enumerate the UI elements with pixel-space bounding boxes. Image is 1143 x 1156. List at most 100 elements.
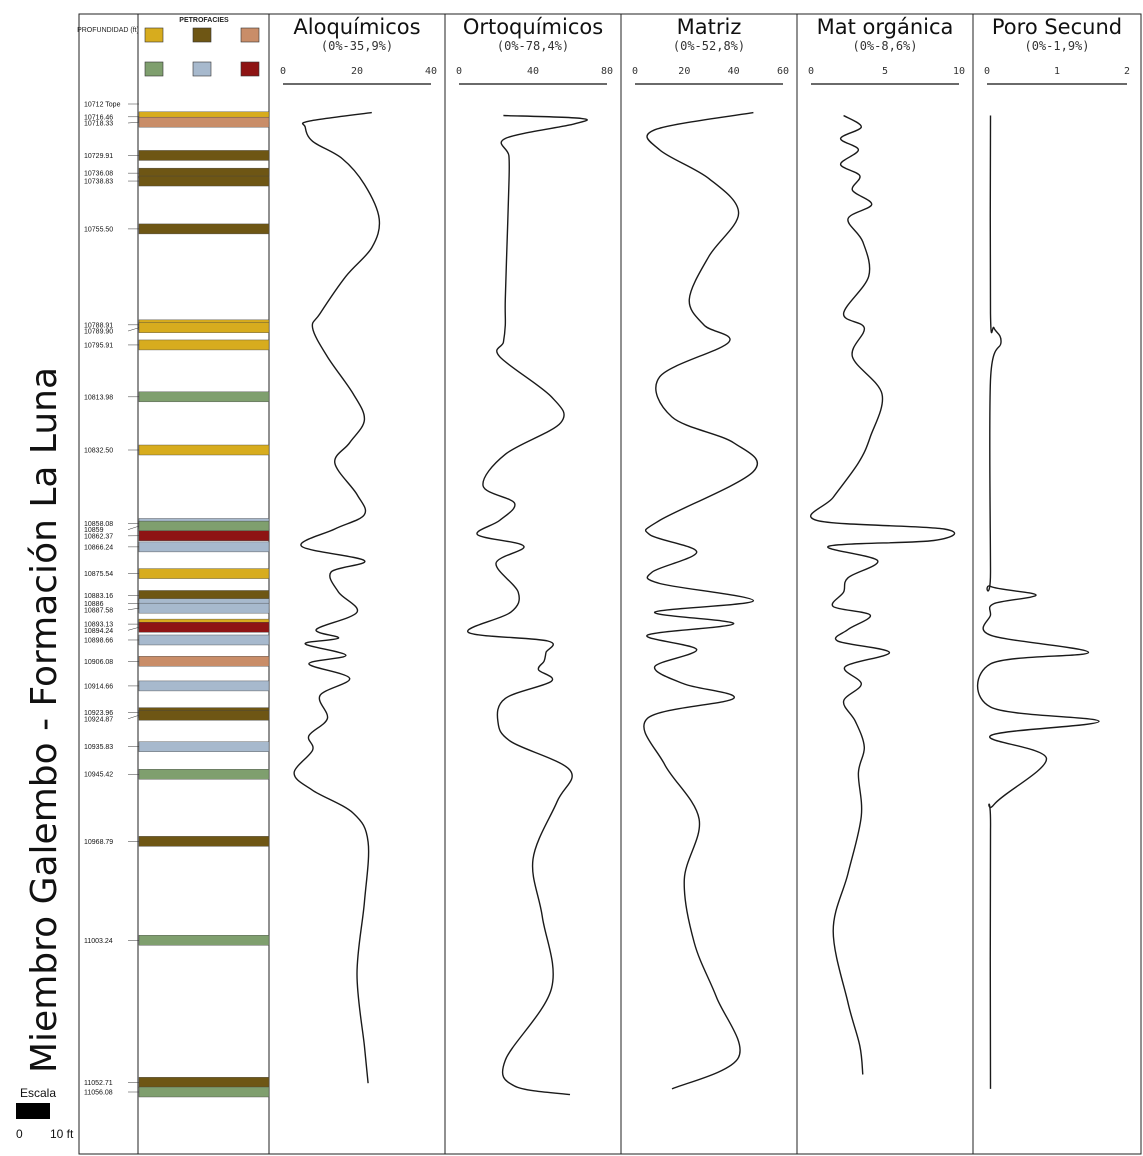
depth-label: 11056.08 [84,1090,113,1097]
scale-bar [16,1103,50,1119]
panel-3: Matriz(0%-52,8%) 0 20 40 60 [632,15,789,1090]
depth-label: 10755.50 [84,226,113,233]
lithology-band-marron [138,175,270,187]
legend-swatch-rojo [240,61,260,77]
lithology-band-marron [138,223,270,235]
series-line [976,115,1100,1089]
x-tick-label: 5 [882,66,888,77]
lithology-band-rosa [138,656,270,667]
scale-min: 0 [16,1127,23,1141]
depth-label: 11052.71 [84,1080,113,1087]
x-tick-label: 80 [601,66,613,77]
x-tick-label: 0 [280,66,286,77]
depth-label: 10945.42 [84,772,113,779]
depth-tick [127,121,140,124]
x-tick-label: 60 [777,66,789,77]
depth-label: 10968.79 [84,839,113,846]
depth-tick [127,627,140,631]
panel-range: (0%-35,9%) [321,39,393,53]
depth-tick [127,525,140,530]
depth-tick [127,607,140,611]
depth-label: 10906.08 [84,659,113,666]
lithology-band-marron [138,1077,270,1088]
legend-swatch-azul [192,61,212,77]
x-tick-label: 0 [808,66,814,77]
lithology-band-rosa [138,116,270,128]
x-tick-label: 0 [632,66,638,77]
depth-label: 10716.46 [84,114,113,121]
panel-range: (0%-1,9%) [1024,39,1089,53]
x-tick-label: 0 [984,66,990,77]
depth-label: 10887.58 [84,607,113,614]
lithology-band-marron [138,836,270,847]
depth-label: 10883.16 [84,593,113,600]
depth-label: 10859 [84,527,104,534]
lithology-band-marron [138,710,270,721]
depth-label: 10923.96 [84,710,113,717]
depth-label: 10729.91 [84,153,113,160]
panel-1: Aloquímicos(0%-35,9%) 0 20 40 [280,15,437,1084]
x-tick-label: 1 [1054,66,1060,77]
lithology-legend [144,27,260,77]
depth-label: 10738.83 [84,179,113,186]
depth-label: 10788.91 [84,322,113,329]
depth-label: 10924.87 [84,716,113,723]
panel-title: Ortoquímicos [463,15,603,39]
lithology-band-azul [138,741,270,752]
depth-label: 10893.13 [84,622,113,629]
panel-title: Matriz [677,15,742,39]
lithology-band-verde [138,935,270,946]
lithology-band-azul [138,634,270,646]
panel-title: Mat orgánica [817,15,954,39]
legend-swatch-verde [144,61,164,77]
lithology-band-azul [138,602,270,614]
lithology-band-ocre [138,339,270,351]
lithology-band-ocre [138,568,270,579]
panel-5: Poro Secund(0%-1,9%) 0 1 2 [976,15,1130,1089]
x-tick-label: 40 [425,66,437,77]
lithology-band-verde [138,391,270,403]
panel-title: Poro Secund [992,15,1122,39]
panel-dividers [444,14,974,1154]
depth-label: 10718.33 [84,121,113,128]
x-tick-label: 10 [953,66,965,77]
lithology-band-rojo [138,622,270,633]
panel-range: (0%-78,4%) [497,39,569,53]
depth-label: 10898.66 [84,637,113,644]
depth-label: 10795.91 [84,342,113,349]
panel-2: Ortoquímicos(0%-78,4%) 0 40 80 [456,15,613,1096]
panel-range: (0%-8,6%) [852,39,917,53]
series-line [809,114,956,1075]
lithology-band-rojo [138,530,270,541]
depth-label: 10886 [84,601,104,608]
series-line [467,114,588,1096]
x-tick-label: 40 [728,66,740,77]
depth-tick [127,715,140,720]
x-tick-label: 2 [1124,66,1130,77]
lithology-band-verde [138,1086,270,1098]
depth-label: 10935.83 [84,744,113,751]
lithology-header: PETROFACIES [179,17,229,24]
depth-label: 10813.98 [84,394,113,401]
depth-label: 10736.08 [84,171,113,178]
scale-label: Escala [20,1086,56,1100]
x-tick-label: 20 [351,66,363,77]
legend-swatch-rosa [240,27,260,43]
lithology-band-azul [138,541,270,553]
depth-label: 10875.54 [84,571,113,578]
scale-max: 10 ft [50,1127,74,1141]
series-line [643,111,759,1090]
depth-label: 10789.90 [84,329,113,336]
lithology-band-verde [138,520,270,532]
side-title: Miembro Galembo - Formación La Luna [24,367,65,1073]
legend-swatch-marron [192,27,212,43]
depth-tick [127,327,140,332]
series-line [293,111,381,1084]
x-tick-label: 0 [456,66,462,77]
lithology-band-marron [138,150,270,161]
lithology-band-verde [138,769,270,780]
lithology-bands [138,111,270,1098]
depth-label: 10914.66 [84,683,113,690]
